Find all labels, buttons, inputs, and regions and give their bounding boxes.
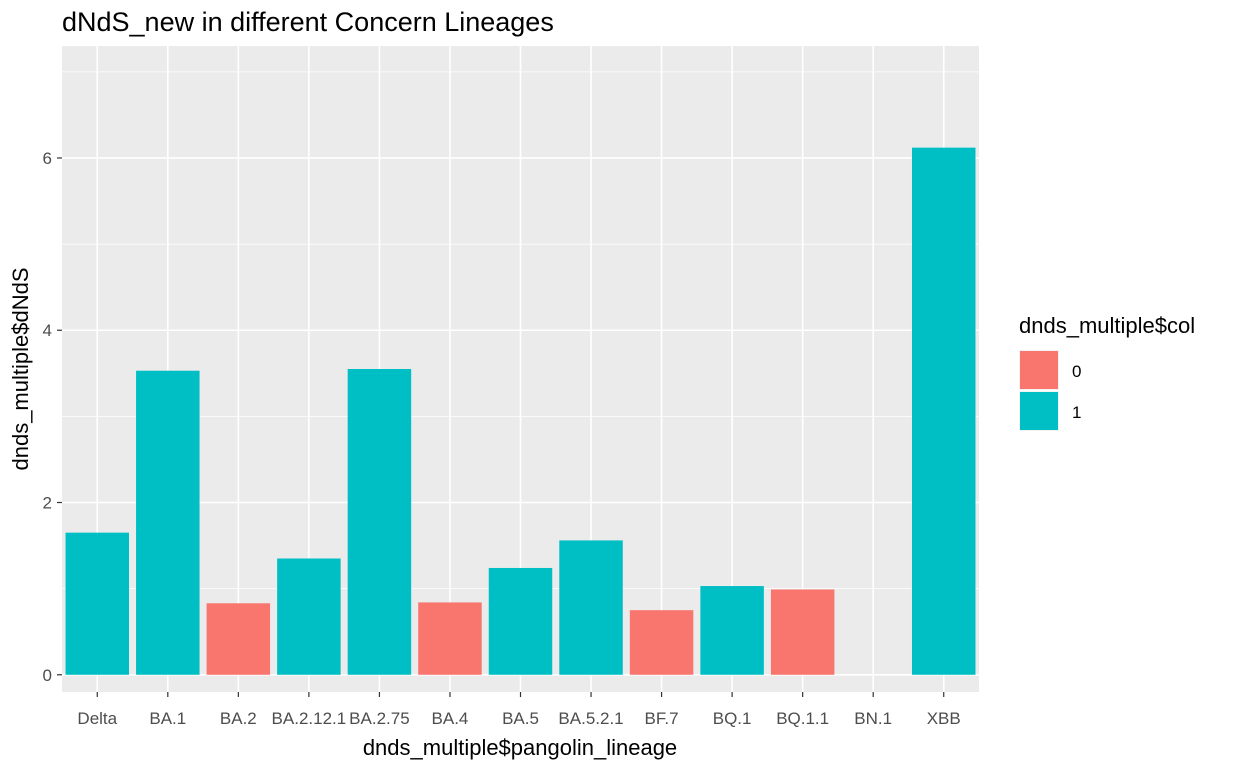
bar-BQ.1.1 bbox=[770, 589, 835, 675]
x-tick-label: BA.1 bbox=[149, 709, 186, 728]
x-tick-label: BA.4 bbox=[432, 709, 469, 728]
bars bbox=[65, 147, 976, 675]
bar-Delta bbox=[65, 532, 130, 675]
x-tick-label: BQ.1 bbox=[713, 709, 752, 728]
x-tick-label: BA.2.75 bbox=[349, 709, 410, 728]
bar-BA.4 bbox=[418, 602, 482, 675]
legend-label: 0 bbox=[1072, 362, 1081, 381]
legend-label: 1 bbox=[1072, 403, 1081, 422]
bar-BA.2 bbox=[206, 603, 271, 675]
bar-BA.5 bbox=[488, 567, 553, 675]
y-tick-label: 6 bbox=[43, 149, 52, 168]
x-axis-ticks: Delta BA.1 BA.2 BA.2.12.1 BA.2.75 BA.4 BA.5 BA.… bbox=[77, 692, 961, 728]
legend-key-0 bbox=[1020, 351, 1058, 389]
x-tick-label: BA.5.2.1 bbox=[558, 709, 623, 728]
grid-lines bbox=[62, 46, 979, 692]
x-tick-label: Delta bbox=[77, 709, 117, 728]
legend: dnds_multiple$col 0 1 bbox=[1019, 313, 1195, 431]
chart-title: dNdS_new in different Concern Lineages bbox=[62, 7, 554, 37]
y-tick-label: 4 bbox=[43, 321, 52, 340]
y-tick-label: 0 bbox=[43, 666, 52, 685]
x-tick-label: BN.1 bbox=[854, 709, 892, 728]
x-tick-label: BA.5 bbox=[502, 709, 539, 728]
y-axis-ticks: 0 2 4 6 bbox=[43, 149, 62, 685]
bar-BF.7 bbox=[629, 610, 694, 675]
y-tick-label: 2 bbox=[43, 494, 52, 513]
x-tick-label: BA.2 bbox=[220, 709, 257, 728]
bar-BA.1 bbox=[136, 370, 200, 675]
bar-XBB bbox=[911, 147, 976, 675]
legend-key-1 bbox=[1020, 392, 1058, 430]
bar-BQ.1 bbox=[700, 586, 764, 675]
x-tick-label: XBB bbox=[927, 709, 961, 728]
legend-title: dnds_multiple$col bbox=[1019, 313, 1195, 338]
x-tick-label: BA.2.12.1 bbox=[272, 709, 347, 728]
x-axis-title: dnds_multiple$pangolin_lineage bbox=[363, 735, 677, 760]
bar-BA.2.75 bbox=[347, 369, 412, 675]
bar-BA.5.2.1 bbox=[559, 540, 623, 675]
x-tick-label: BQ.1.1 bbox=[776, 709, 829, 728]
x-tick-label: BF.7 bbox=[645, 709, 679, 728]
bar-BA.2.12.1 bbox=[277, 558, 341, 675]
y-axis-title: dnds_multiple$dNdS bbox=[8, 267, 33, 470]
